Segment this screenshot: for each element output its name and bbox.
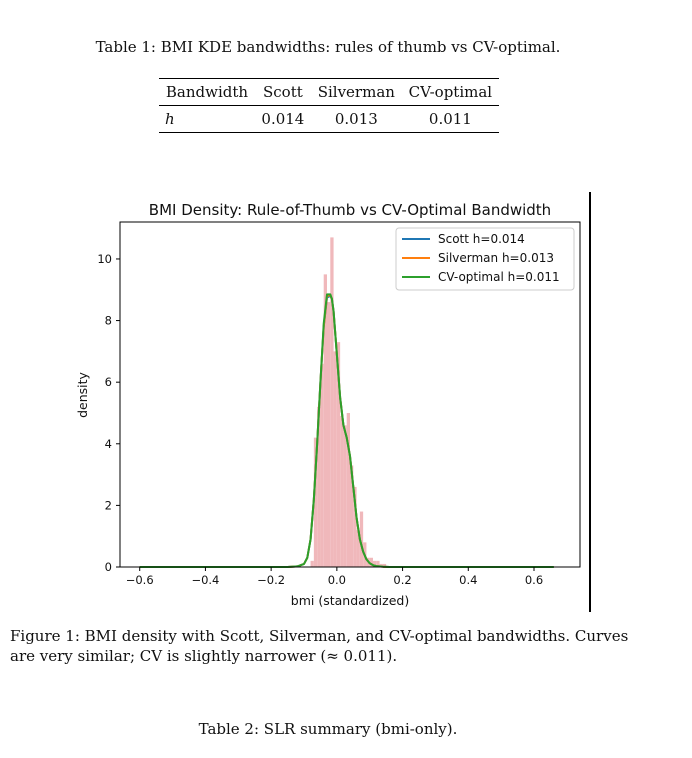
table-row: h 0.014 0.013 0.011 (159, 106, 499, 133)
x-tick-label: 0.4 (459, 573, 477, 587)
figure-caption: Figure 1: BMI density with Scott, Silver… (10, 627, 629, 665)
y-tick-label: 2 (105, 498, 112, 512)
histogram-bar (350, 465, 354, 567)
histogram-bar (330, 237, 334, 567)
legend-label: CV-optimal h=0.011 (438, 270, 560, 284)
density-figure: BMI Density: Rule-of-Thumb vs CV-Optimal… (60, 190, 620, 610)
histogram-bar (310, 560, 314, 567)
histogram-bar (313, 437, 318, 567)
table-header-cell: Bandwidth (165, 83, 249, 101)
table-header-cell: CV-optimal (408, 83, 493, 101)
x-axis-ticks: −0.6 −0.4 −0.2 0.0 0.2 0.4 0.6 (126, 567, 543, 587)
table-cell-silverman: 0.013 (334, 110, 378, 128)
histogram-bar (382, 563, 387, 567)
y-tick-label: 0 (105, 560, 112, 574)
legend-box (395, 227, 575, 291)
legend-label: Scott h=0.014 (438, 232, 525, 246)
histogram-bar (373, 560, 377, 567)
table-header-cell: Scott (263, 83, 303, 101)
histogram-bar (340, 416, 344, 567)
histogram-bar (323, 274, 327, 567)
y-axis-label: density (75, 371, 90, 417)
histogram-bar (353, 486, 357, 567)
x-tick-label: −0.2 (257, 573, 285, 587)
histogram-bar (369, 557, 373, 567)
table-row-symbol: h (165, 110, 175, 128)
page-rule (589, 192, 591, 612)
x-tick-label: 0.2 (393, 573, 411, 587)
bandwidth-table: Bandwidth Scott Silverman CV-optimal h 0… (159, 78, 499, 133)
table-cell-scott: 0.014 (261, 110, 305, 128)
histogram-bar (346, 412, 350, 567)
histogram-bar (333, 351, 337, 567)
x-tick-label: −0.4 (191, 573, 219, 587)
density-chart: BMI Density: Rule-of-Thumb vs CV-Optimal… (75, 201, 581, 608)
histogram-bar (327, 302, 331, 567)
histogram-bar (379, 563, 383, 567)
histogram-bar (320, 363, 324, 567)
histogram-bar (336, 342, 341, 567)
table-cell-cv-optimal: 0.011 (428, 110, 472, 128)
x-axis-label: bmi (standardized) (291, 593, 409, 608)
table-header-cell: Silverman (317, 83, 395, 101)
legend: Scott h=0.014 Silverman h=0.013 CV-optimal… (395, 227, 575, 291)
y-tick-label: 4 (105, 437, 112, 451)
plot-frame (119, 221, 581, 568)
y-tick-label: 6 (105, 375, 112, 389)
x-tick-label: 0.0 (328, 573, 346, 587)
chart-title: BMI Density: Rule-of-Thumb vs CV-Optimal… (149, 201, 551, 219)
x-tick-label: −0.6 (126, 573, 154, 587)
histogram-bar (343, 425, 347, 567)
table1-caption: Table 1: BMI KDE bandwidths: rules of th… (95, 38, 561, 56)
histogram-bar (317, 406, 321, 567)
histogram-bars (310, 237, 387, 567)
y-axis-ticks: 0 2 4 6 8 10 (97, 252, 120, 574)
y-tick-label: 10 (97, 252, 112, 266)
histogram-bar (359, 511, 364, 567)
table2-caption: Table 2: SLR summary (bmi-only). (198, 720, 458, 738)
histogram-bar (376, 560, 380, 567)
histogram-bar (356, 530, 360, 567)
x-tick-label: 0.6 (525, 573, 543, 587)
y-tick-label: 8 (105, 314, 112, 328)
table-header-row: Bandwidth Scott Silverman CV-optimal (159, 78, 499, 106)
legend-label: Silverman h=0.013 (438, 251, 554, 265)
